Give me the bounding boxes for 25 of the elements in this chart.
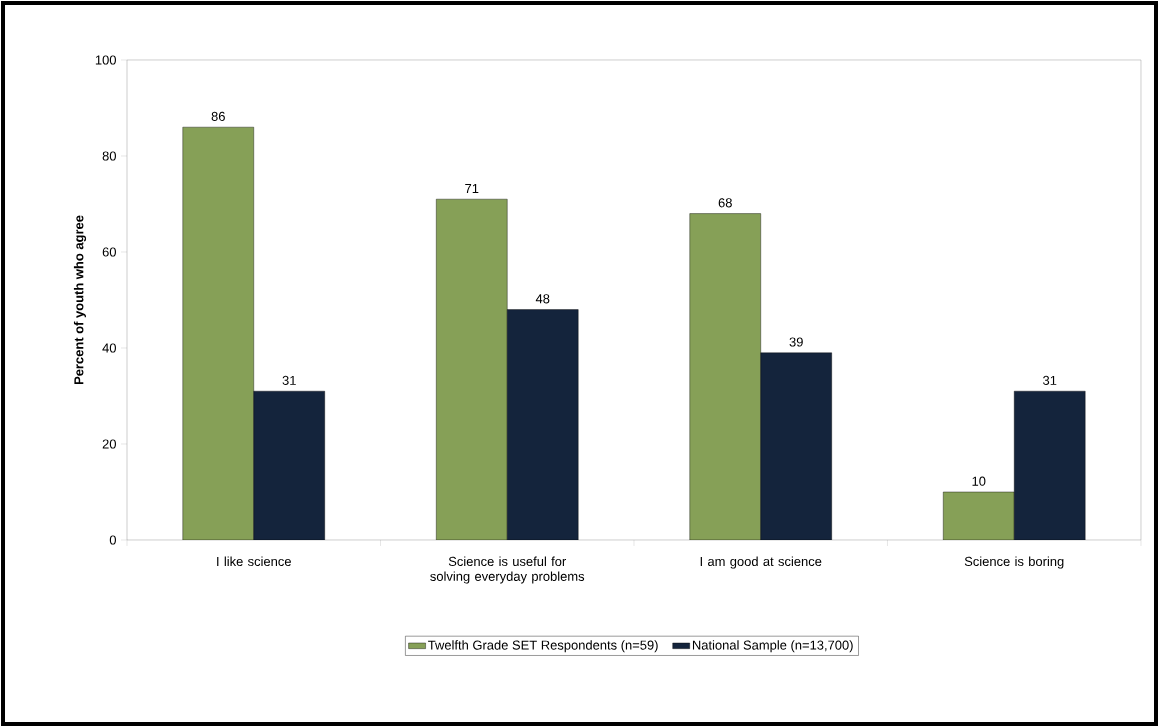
data-label: 31 [282, 375, 296, 385]
data-label: 71 [465, 184, 479, 193]
legend-label: National Sample (n=13,700) [692, 640, 853, 653]
legend-label: Twelfth Grade SET Respondents (n=59) [428, 640, 658, 653]
x-tick-label: I like science [217, 556, 291, 567]
y-tick-label: 80 [102, 151, 116, 161]
y-axis-title: Percent of youth who agree [73, 215, 87, 385]
y-tick-label: 100 [95, 55, 116, 65]
data-label: 10 [972, 476, 986, 486]
x-tick-label: Science is boring [964, 556, 1064, 569]
x-tick-label: I am good at science [700, 556, 822, 569]
bar [182, 126, 254, 540]
bar [436, 198, 508, 540]
y-tick-label: 0 [109, 535, 116, 545]
bar [689, 213, 761, 540]
data-label: 31 [1043, 375, 1057, 385]
data-label: 68 [718, 198, 732, 208]
y-tick-label: 20 [102, 439, 116, 449]
bar [943, 491, 1015, 540]
y-tick-label: 40 [102, 343, 116, 353]
data-label: 39 [789, 337, 803, 347]
y-tick-label: 60 [102, 247, 116, 257]
x-tick-label: Science is useful for solving everyday problems [430, 556, 585, 584]
data-label: 86 [211, 111, 225, 121]
data-label: 48 [535, 294, 550, 304]
